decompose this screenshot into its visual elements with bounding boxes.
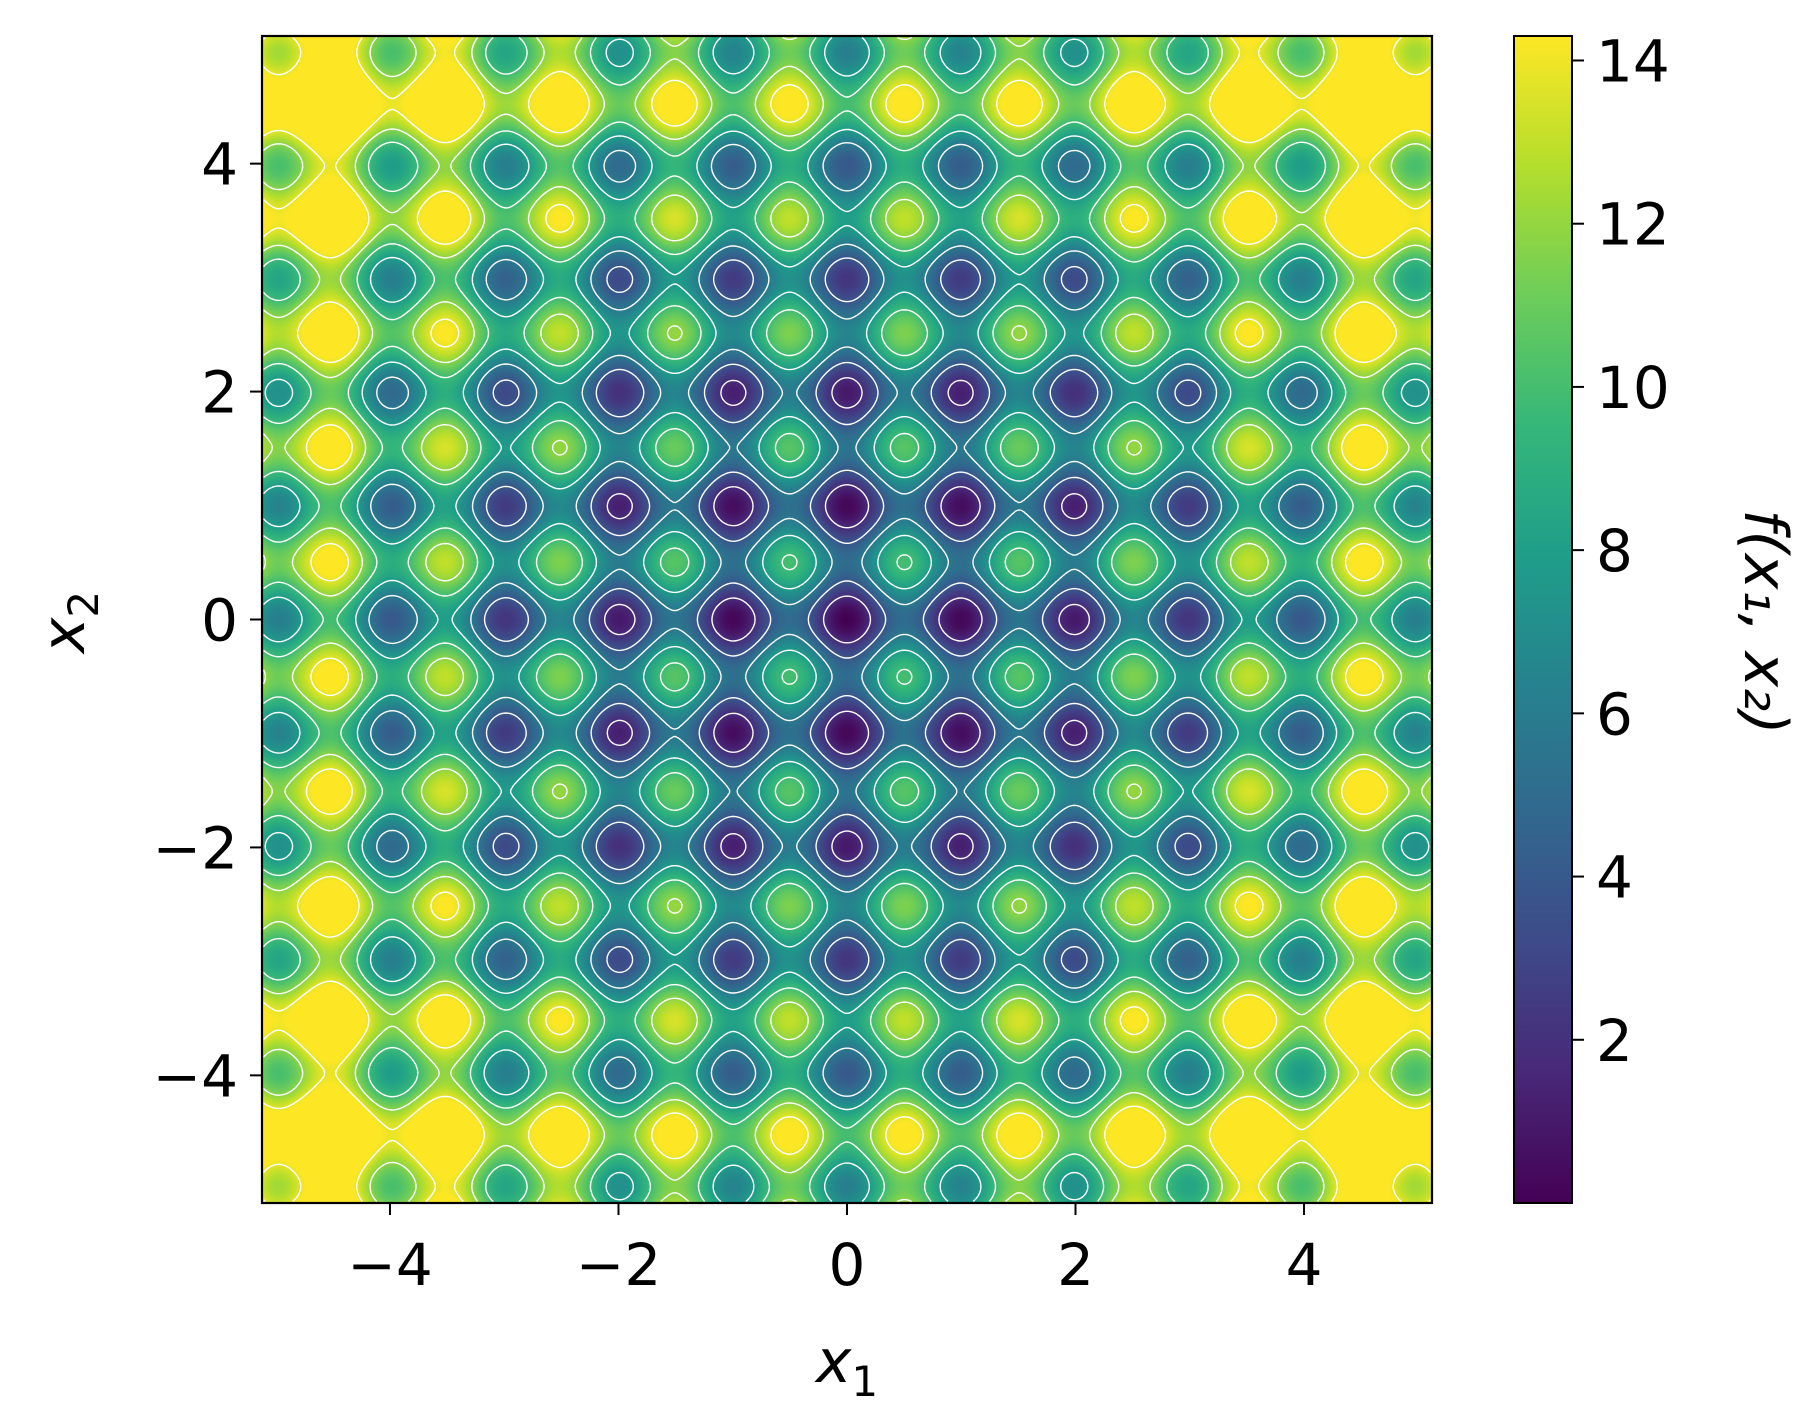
contour-level-1 xyxy=(483,257,1211,982)
colorbar-label: f(x₁, x₂) xyxy=(1730,509,1800,734)
colorbar: 2 4 6 8 10 12 14 f(x₁, x₂) xyxy=(1513,27,1800,1204)
contour-level-5 xyxy=(262,36,1432,1203)
y-tick-label: 0 xyxy=(201,587,238,655)
x-tick-label: 0 xyxy=(829,1231,866,1299)
y-tick-label: −4 xyxy=(153,1042,239,1110)
heatmap-surface xyxy=(262,36,1432,1203)
colorbar-tick-label: 2 xyxy=(1596,1007,1633,1075)
colorbar-tick-label: 14 xyxy=(1596,27,1670,95)
y-tick-label: 4 xyxy=(201,131,238,199)
contour-level-3 xyxy=(262,36,1432,1203)
contour-level-2 xyxy=(368,142,1326,1097)
colorbar-tick-label: 12 xyxy=(1596,191,1670,259)
x-tick-label: 2 xyxy=(1057,1231,1094,1299)
y-axis-ticks: −4 −2 0 2 4 xyxy=(153,131,262,1110)
colorbar-ticks: 2 4 6 8 10 12 14 xyxy=(1572,27,1670,1075)
y-tick-label: −2 xyxy=(153,814,239,882)
contour-level-6 xyxy=(263,36,1431,1203)
colorbar-gradient xyxy=(1514,36,1572,1203)
plot-area: −4 −2 0 2 4 −4 −2 0 2 4 xyxy=(153,34,1434,1299)
x-tick-label: −4 xyxy=(347,1231,433,1299)
contour-level-0 xyxy=(604,377,1090,862)
colorbar-tick-label: 6 xyxy=(1596,680,1633,748)
contour-level-4 xyxy=(262,36,1432,1203)
colorbar-frame xyxy=(1513,35,1573,1204)
y-tick-label: 2 xyxy=(201,359,238,427)
x-axis-ticks: −4 −2 0 2 4 xyxy=(347,1203,1322,1299)
x-tick-label: 4 xyxy=(1286,1231,1323,1299)
colorbar-tick-label: 4 xyxy=(1596,844,1633,912)
y-axis-label: x2 xyxy=(29,591,108,655)
colorbar-tick-label: 8 xyxy=(1596,517,1633,585)
contour-lines xyxy=(262,36,1432,1203)
x-axis-label: x1 xyxy=(814,1327,878,1406)
x-tick-label: −2 xyxy=(576,1231,662,1299)
colorbar-tick-label: 10 xyxy=(1596,354,1670,422)
